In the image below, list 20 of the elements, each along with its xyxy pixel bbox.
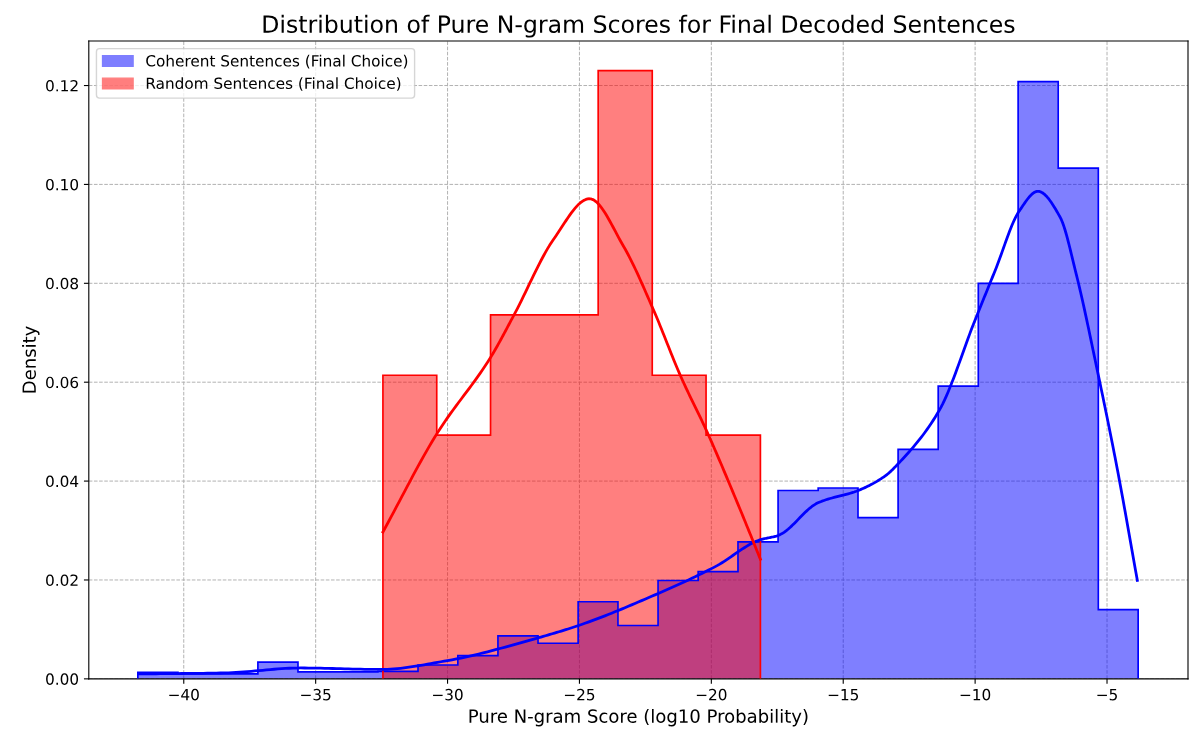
y-tick-label: 0.12: [46, 80, 78, 92]
legend-label: Random Sentences (Final Choice): [146, 77, 401, 91]
y-tick-label: 0.10: [46, 178, 79, 191]
x-tick-label: −30: [433, 688, 463, 701]
x-tick-label: −10: [960, 688, 991, 701]
y-tick-label: 0.02: [46, 574, 78, 586]
x-tick-label: −25: [564, 688, 595, 701]
x-tick-label: −15: [828, 689, 859, 701]
x-tick-label: −40: [169, 688, 199, 701]
y-tick-label: 0.04: [46, 475, 79, 488]
legend-label: Coherent Sentences (Final Choice): [146, 54, 408, 69]
x-tick-label: −20: [696, 688, 727, 701]
y-tick-label: 0.00: [46, 673, 79, 685]
chart-title: Distribution of Pure N-gram Scores for Final Decoded Sentences: [263, 14, 1015, 38]
y-tick-label: 0.06: [46, 376, 79, 389]
y-tick-label: 0.08: [46, 277, 79, 290]
x-tick-label: −35: [301, 688, 331, 701]
y-axis-title: Density: [22, 326, 40, 393]
x-tick-label: −5: [1097, 689, 1117, 701]
x-axis-title: Pure N-gram Score (log10 Probability): [469, 708, 808, 727]
